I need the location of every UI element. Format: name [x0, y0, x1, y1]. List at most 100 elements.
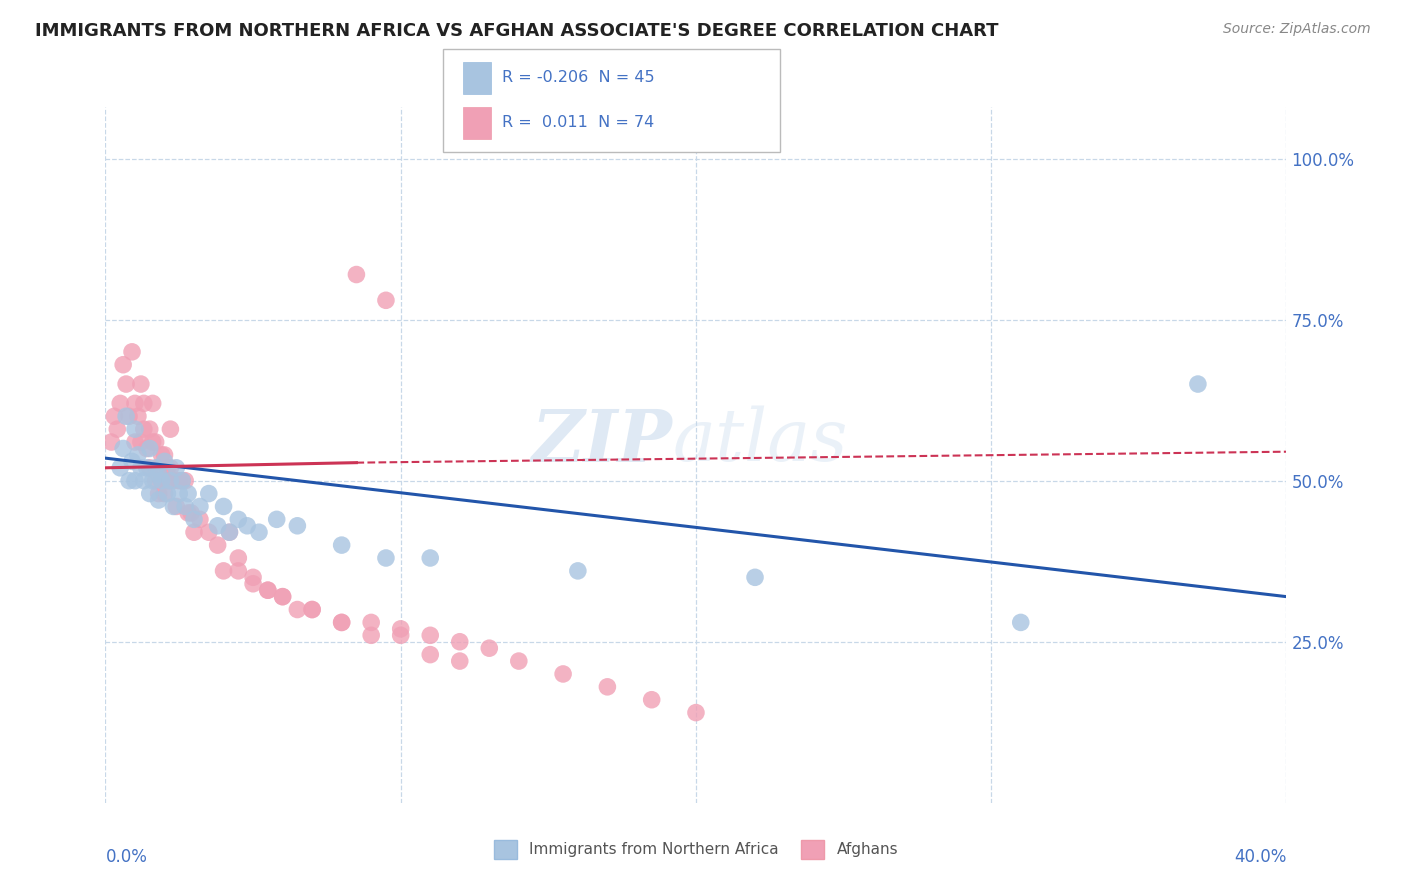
- Point: [226, 564, 250, 578]
- Point: [169, 474, 191, 488]
- Point: [330, 615, 353, 630]
- Point: [150, 474, 173, 488]
- Point: [153, 454, 176, 468]
- Point: [145, 474, 167, 488]
- Point: [142, 396, 165, 410]
- Point: [172, 474, 194, 488]
- Point: [115, 377, 138, 392]
- Point: [153, 448, 176, 462]
- Point: [596, 680, 619, 694]
- Point: [103, 409, 125, 424]
- Point: [159, 422, 181, 436]
- Point: [118, 409, 141, 424]
- Point: [218, 525, 240, 540]
- Point: [188, 500, 211, 514]
- Point: [135, 460, 157, 475]
- Point: [449, 634, 471, 648]
- Point: [112, 358, 135, 372]
- Point: [162, 474, 184, 488]
- Point: [174, 474, 197, 488]
- Point: [135, 442, 157, 456]
- Point: [165, 500, 187, 514]
- Point: [744, 570, 766, 584]
- Point: [197, 486, 219, 500]
- Point: [132, 474, 155, 488]
- Point: [132, 396, 155, 410]
- Point: [247, 525, 270, 540]
- Legend: Immigrants from Northern Africa, Afghans: Immigrants from Northern Africa, Afghans: [488, 834, 904, 864]
- Point: [226, 551, 250, 566]
- Point: [150, 448, 173, 462]
- Point: [129, 460, 152, 475]
- Point: [159, 474, 181, 488]
- Point: [360, 615, 382, 630]
- Point: [142, 474, 165, 488]
- Point: [419, 628, 441, 642]
- Point: [256, 583, 278, 598]
- Point: [212, 500, 235, 514]
- Text: Source: ZipAtlas.com: Source: ZipAtlas.com: [1223, 22, 1371, 37]
- Point: [156, 460, 179, 475]
- Point: [183, 525, 205, 540]
- Point: [301, 602, 323, 616]
- Point: [121, 344, 143, 359]
- Point: [148, 493, 170, 508]
- Point: [508, 654, 530, 668]
- Point: [127, 448, 149, 462]
- Text: R =  0.011  N = 74: R = 0.011 N = 74: [502, 115, 654, 130]
- Point: [389, 628, 412, 642]
- Point: [197, 525, 219, 540]
- Text: R = -0.206  N = 45: R = -0.206 N = 45: [502, 70, 655, 86]
- Point: [129, 377, 152, 392]
- Point: [226, 512, 250, 526]
- Text: 0.0%: 0.0%: [105, 848, 148, 866]
- Point: [177, 506, 200, 520]
- Point: [121, 454, 143, 468]
- Point: [180, 506, 202, 520]
- Point: [551, 667, 574, 681]
- Text: IMMIGRANTS FROM NORTHERN AFRICA VS AFGHAN ASSOCIATE'S DEGREE CORRELATION CHART: IMMIGRANTS FROM NORTHERN AFRICA VS AFGHA…: [35, 22, 998, 40]
- Text: atlas: atlas: [672, 406, 848, 476]
- Point: [153, 486, 176, 500]
- Point: [124, 474, 146, 488]
- Text: ZIP: ZIP: [531, 406, 672, 476]
- Point: [271, 590, 294, 604]
- Point: [188, 512, 211, 526]
- Point: [138, 460, 162, 475]
- Point: [100, 435, 122, 450]
- Point: [449, 654, 471, 668]
- Point: [124, 396, 146, 410]
- Point: [330, 615, 353, 630]
- Point: [142, 435, 165, 450]
- Point: [242, 576, 264, 591]
- Point: [301, 602, 323, 616]
- Point: [207, 538, 229, 552]
- Point: [169, 486, 191, 500]
- Point: [374, 551, 398, 566]
- Point: [183, 512, 205, 526]
- Point: [110, 460, 132, 475]
- Point: [148, 486, 170, 500]
- Point: [124, 435, 146, 450]
- Point: [148, 460, 170, 475]
- Point: [419, 551, 441, 566]
- Point: [112, 442, 135, 456]
- Point: [150, 474, 173, 488]
- Point: [118, 474, 141, 488]
- Text: 40.0%: 40.0%: [1234, 848, 1286, 866]
- Point: [145, 435, 167, 450]
- Point: [105, 422, 128, 436]
- Point: [271, 590, 294, 604]
- Point: [256, 583, 278, 598]
- Point: [374, 293, 398, 308]
- Point: [159, 460, 181, 475]
- Point: [419, 648, 441, 662]
- Point: [165, 460, 187, 475]
- Point: [138, 422, 162, 436]
- Point: [242, 570, 264, 584]
- Point: [346, 268, 368, 282]
- Point: [287, 518, 309, 533]
- Point: [177, 486, 200, 500]
- Point: [236, 518, 259, 533]
- Point: [124, 422, 146, 436]
